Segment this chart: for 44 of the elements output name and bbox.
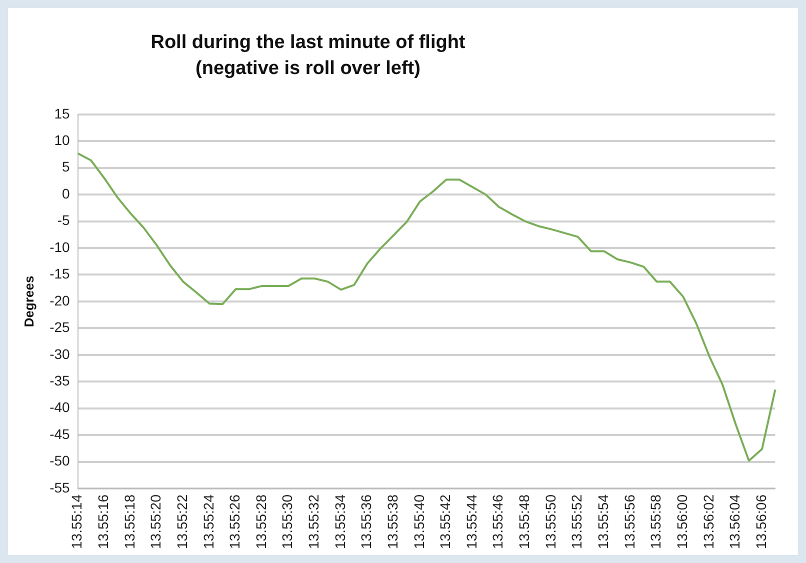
x-tick-label: 13.55:52 — [568, 494, 585, 550]
x-tick-label: 13.55:16 — [95, 494, 112, 550]
x-tick-label: 13.56:00 — [674, 494, 690, 550]
y-tick-label: 10 — [54, 132, 70, 148]
y-tick-label: 5 — [62, 158, 70, 175]
y-tick-label: -5 — [57, 212, 70, 228]
x-tick-label: 13.55:44 — [463, 494, 480, 550]
x-tick-label: 13.55:48 — [516, 494, 532, 550]
y-tick-label: 15 — [54, 105, 70, 122]
x-tick-label: 13.55:30 — [279, 494, 296, 550]
y-axis-title: Degrees — [21, 276, 36, 328]
x-tick-label: 13.55:22 — [174, 494, 190, 550]
chart-title: Roll during the last minute of flight (negative is roll over left) — [150, 31, 466, 81]
y-tick-label: -20 — [50, 292, 70, 308]
x-tick-label: 13.55:26 — [226, 494, 243, 550]
x-tick-label: 13.55:28 — [252, 494, 269, 550]
y-tick-label: -50 — [50, 452, 70, 469]
x-tick-label: 13.55:24 — [200, 494, 216, 550]
x-tick-label: 13.55:56 — [621, 494, 638, 550]
x-tick-label: 13.55:40 — [410, 494, 427, 550]
x-tick-label: 13.55:54 — [595, 494, 612, 550]
x-tick-label: 13.55:50 — [542, 494, 558, 550]
y-tick-label: -15 — [50, 266, 70, 282]
x-tick-label: 13.56:04 — [726, 494, 743, 550]
y-tick-label: -45 — [50, 426, 70, 442]
y-tick-label: -35 — [50, 372, 70, 388]
x-tick-label: 13.55:34 — [332, 494, 348, 550]
x-tick-label: 13.55:36 — [358, 494, 374, 550]
x-tick-label: 13.55:14 — [68, 494, 85, 550]
y-tick-label: -55 — [50, 479, 70, 496]
y-tick-label: -30 — [50, 346, 70, 362]
y-tick-label: -25 — [50, 319, 70, 336]
x-tick-label: 13.55:58 — [648, 494, 664, 550]
x-tick-label: 13.55:20 — [148, 494, 164, 550]
x-tick-label: 13.55:46 — [490, 494, 506, 550]
x-tick-label: 13.56:06 — [752, 494, 769, 550]
y-tick-label: -10 — [50, 238, 70, 255]
x-tick-label: 13.55:38 — [384, 494, 400, 550]
x-tick-label: 13.56:02 — [700, 494, 716, 550]
x-tick-label: 13.55:18 — [121, 494, 138, 550]
y-tick-label: 0 — [62, 185, 70, 202]
x-tick-label: 13.55:42 — [437, 494, 454, 550]
x-tick-label: 13.55:32 — [306, 494, 322, 550]
y-tick-label: -40 — [50, 399, 70, 416]
